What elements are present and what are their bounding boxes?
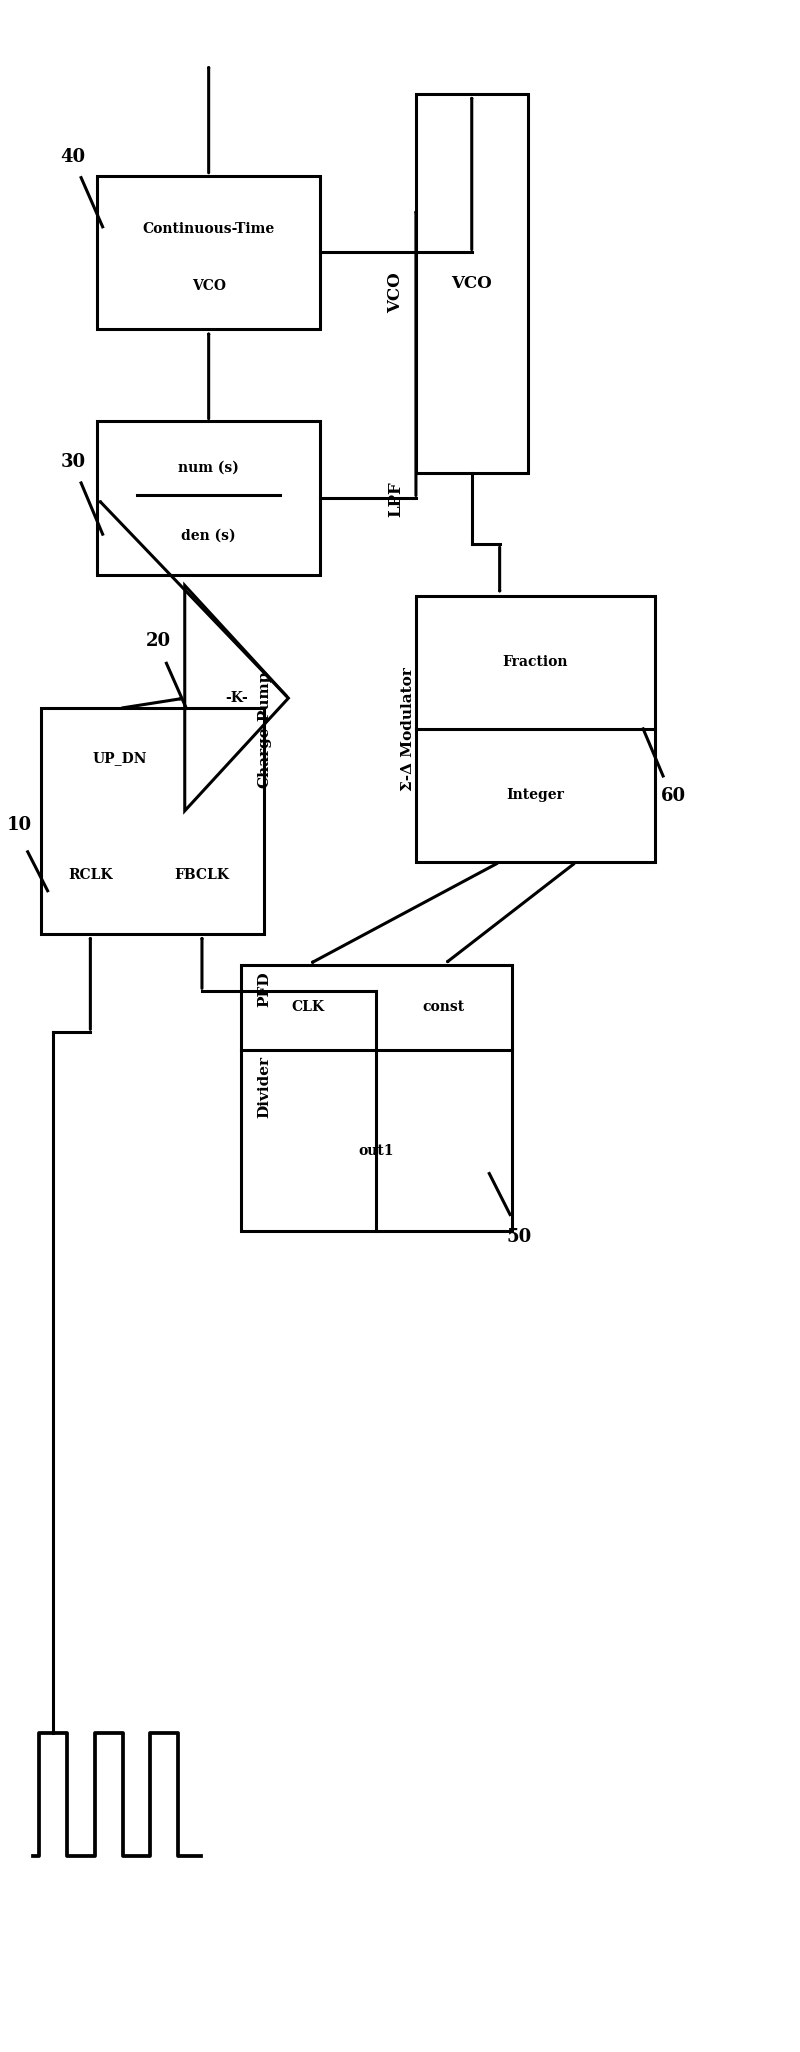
Text: 60: 60 [661, 788, 686, 806]
Text: 20: 20 [146, 632, 171, 650]
Text: VCO: VCO [387, 273, 405, 312]
Text: num (s): num (s) [178, 460, 239, 474]
Text: VCO: VCO [192, 279, 226, 293]
Text: VCO: VCO [451, 275, 492, 291]
Bar [97, 176, 320, 328]
Text: Σ-Δ Modulator: Σ-Δ Modulator [401, 667, 415, 790]
Text: UP_DN: UP_DN [92, 751, 146, 765]
Bar [241, 964, 512, 1231]
Bar [416, 94, 527, 472]
Text: Continuous-Time: Continuous-Time [142, 222, 274, 236]
Bar [42, 708, 265, 934]
Text: 50: 50 [507, 1227, 532, 1246]
Text: LPF: LPF [387, 482, 405, 517]
Text: RCLK: RCLK [68, 868, 113, 882]
Text: den (s): den (s) [182, 527, 236, 542]
Text: 40: 40 [61, 148, 86, 166]
Text: PFD: PFD [258, 971, 271, 1008]
Text: Divider: Divider [258, 1057, 271, 1118]
Text: 30: 30 [61, 453, 86, 472]
Text: out1: out1 [358, 1145, 394, 1157]
Text: const: const [422, 999, 465, 1014]
Bar [97, 421, 320, 575]
Text: 10: 10 [6, 817, 31, 835]
Text: Integer: Integer [506, 788, 565, 802]
Text: Fraction: Fraction [502, 655, 568, 669]
Text: FBCLK: FBCLK [174, 868, 230, 882]
Text: CLK: CLK [292, 999, 325, 1014]
Text: -K-: -K- [225, 692, 248, 706]
Text: Charge-Pump: Charge-Pump [258, 671, 271, 788]
Bar [416, 595, 655, 862]
